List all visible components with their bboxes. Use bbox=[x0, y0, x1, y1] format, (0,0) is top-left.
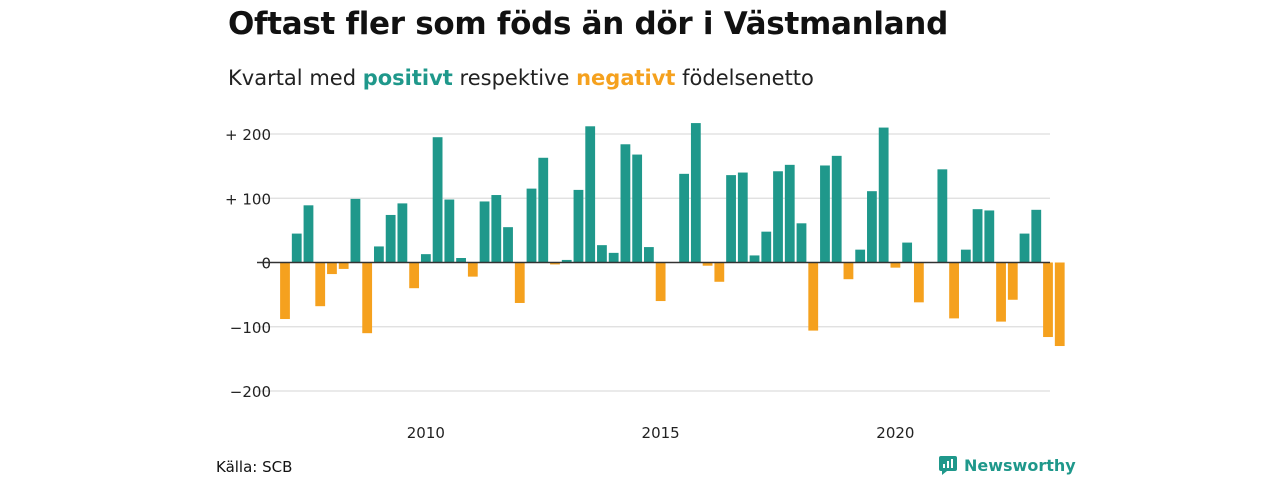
bar bbox=[350, 198, 361, 263]
bar bbox=[1043, 262, 1053, 338]
bar bbox=[526, 188, 537, 263]
bar bbox=[890, 262, 901, 268]
bar bbox=[362, 262, 373, 334]
bar bbox=[808, 262, 819, 331]
bar bbox=[1031, 209, 1042, 263]
bar bbox=[714, 262, 725, 282]
bar bbox=[972, 209, 983, 263]
bar bbox=[878, 127, 889, 263]
bar bbox=[573, 189, 584, 263]
y-tick-label: −200 bbox=[230, 383, 271, 401]
y-tick-label: + 200 bbox=[225, 126, 271, 144]
bar bbox=[702, 262, 713, 266]
bar bbox=[749, 255, 760, 263]
bar bbox=[984, 210, 995, 263]
bar bbox=[467, 262, 478, 277]
y-tick-label: + 100 bbox=[225, 190, 271, 208]
bar bbox=[655, 262, 666, 302]
bar bbox=[315, 262, 326, 307]
bar bbox=[761, 231, 772, 263]
subtitle-positive-label: positivt bbox=[362, 66, 453, 90]
bar bbox=[338, 262, 349, 269]
bar bbox=[773, 171, 783, 263]
bar bbox=[843, 262, 854, 280]
bar bbox=[913, 262, 924, 303]
bar bbox=[902, 242, 913, 263]
bar bbox=[867, 191, 877, 263]
bar bbox=[597, 245, 607, 263]
bar bbox=[949, 262, 959, 319]
subtitle-middle: respektive bbox=[459, 66, 570, 90]
bar bbox=[1019, 233, 1030, 263]
bar bbox=[456, 258, 466, 263]
newsworthy-logo-icon bbox=[939, 456, 957, 475]
bar bbox=[327, 262, 337, 275]
brand-name: Newsworthy bbox=[964, 455, 1076, 475]
bar bbox=[996, 262, 1006, 322]
bar bbox=[608, 252, 619, 263]
subtitle-suffix: födelsenetto bbox=[682, 66, 814, 90]
bar bbox=[514, 262, 525, 303]
bar bbox=[420, 254, 431, 263]
x-tick-label: 2015 bbox=[642, 424, 680, 442]
bar bbox=[679, 173, 690, 263]
bar bbox=[479, 201, 490, 263]
bar bbox=[491, 195, 502, 263]
bar bbox=[960, 249, 971, 263]
subtitle-prefix: Kvartal med bbox=[228, 66, 357, 90]
bar bbox=[796, 223, 807, 263]
subtitle-negative-label: negativt bbox=[576, 66, 676, 90]
bar bbox=[550, 262, 560, 265]
bar bbox=[385, 214, 396, 263]
bar bbox=[397, 203, 408, 263]
bar bbox=[620, 144, 631, 263]
bar bbox=[561, 259, 572, 263]
bar bbox=[784, 164, 795, 263]
bar bbox=[1054, 262, 1065, 347]
x-tick-label: 2010 bbox=[407, 424, 445, 442]
bar bbox=[409, 262, 420, 289]
bar bbox=[374, 246, 384, 263]
bar bbox=[432, 137, 443, 263]
bar bbox=[291, 233, 302, 263]
chart-title: Oftast fler som föds än dör i Västmanlan… bbox=[228, 6, 948, 42]
bar bbox=[726, 175, 736, 263]
x-tick-label: 2020 bbox=[876, 424, 914, 442]
bar bbox=[444, 199, 455, 263]
bar bbox=[690, 123, 701, 263]
brand-logo: Newsworthy bbox=[938, 455, 1076, 475]
chart-subtitle: Kvartal med positivt respektive negativt… bbox=[228, 66, 814, 90]
bar bbox=[538, 157, 549, 263]
bar bbox=[303, 205, 314, 263]
source-note: Källa: SCB bbox=[216, 458, 293, 476]
bar bbox=[280, 262, 290, 320]
bar bbox=[1007, 262, 1018, 300]
bar bbox=[737, 172, 748, 263]
y-tick-label: −100 bbox=[230, 319, 271, 337]
bar bbox=[632, 154, 643, 263]
bar bbox=[855, 249, 866, 263]
bar bbox=[585, 126, 596, 263]
bar bbox=[820, 165, 830, 263]
bar bbox=[643, 247, 654, 263]
bar bbox=[831, 155, 842, 263]
y-tick-label: 0 bbox=[261, 255, 271, 273]
bar bbox=[503, 227, 513, 263]
bar bbox=[937, 169, 948, 263]
